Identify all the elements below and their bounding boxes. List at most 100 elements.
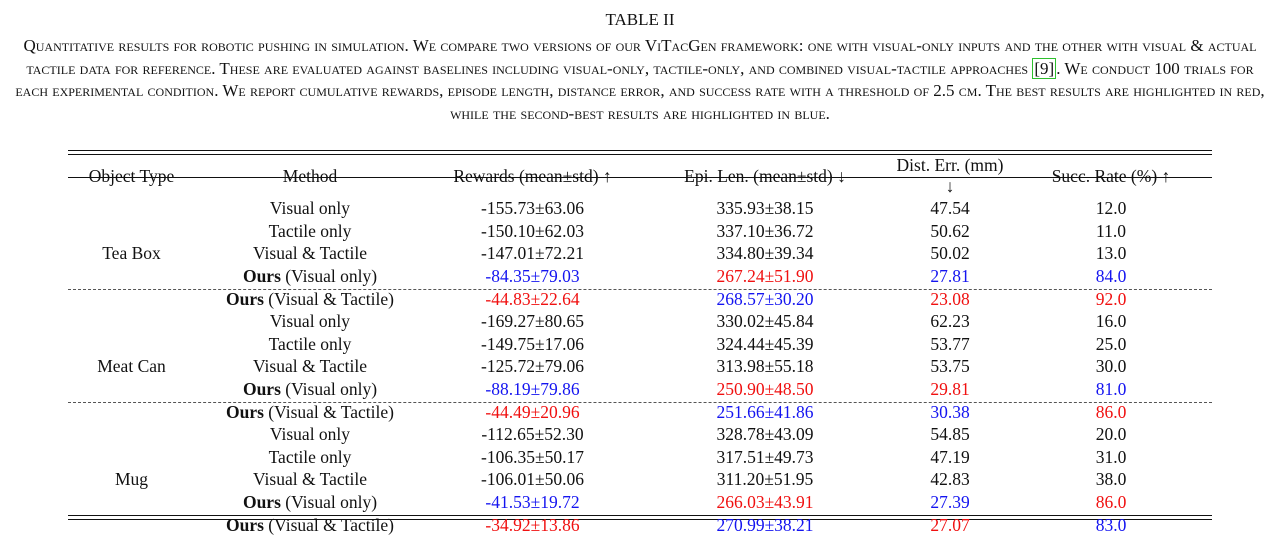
episode-length-cell: 337.10±36.72 [716, 220, 814, 241]
table-body: Tea Box Visual only -155.73±63.06 335.93±38… [68, 197, 1212, 536]
table-row: Ours (Visual only) -84.35±79.03 267.24±51.… [68, 265, 1212, 288]
method-cell: Ours (Visual only) [195, 378, 425, 401]
episode-length-cell: 313.98±55.18 [716, 356, 814, 377]
table-row: Ours (Visual only) -41.53±19.72 266.03±43.… [68, 491, 1212, 514]
top-rule [68, 150, 1212, 155]
rewards-cell: -112.65±52.30 [481, 424, 584, 445]
episode-length-cell: 311.20±51.95 [716, 469, 814, 490]
group-separator [68, 289, 1212, 290]
distance-error-cell: 27.81 [930, 266, 970, 287]
table-row: Ours (Visual & Tactile) -44.49±20.96 251.6… [68, 400, 1212, 423]
episode-length-cell: 267.24±51.90 [716, 266, 814, 287]
rewards-cell: -106.01±50.06 [481, 469, 584, 490]
method-label: Tactile only [268, 220, 352, 241]
method-cell: Tactile only [195, 446, 425, 469]
table-row: Meat Can Visual only -169.27±80.65 330.02±4… [68, 310, 1212, 376]
method-label: Tactile only [268, 333, 352, 354]
distance-error-cell: 29.81 [930, 379, 970, 400]
method-cell: Ours (Visual only) [195, 265, 425, 288]
table-row: Mug Visual only -112.65±52.30 328.78±43.09 5… [68, 423, 1212, 489]
method-label: Visual only [269, 198, 351, 219]
distance-error-cell: 42.83 [930, 469, 970, 490]
method-bold-prefix: Ours [242, 379, 281, 400]
success-rate-cell: 84.0 [1095, 266, 1127, 287]
rewards-cell: -88.19±79.86 [485, 379, 580, 400]
header-distance-error: Dist. Err. (mm) ↓ [896, 155, 1004, 196]
method-label: Visual only [269, 311, 351, 332]
table-row: Visual & Tactile -147.01±72.21 334.80±39.3… [68, 242, 1212, 265]
method-label: Tactile only [268, 446, 352, 467]
success-rate-cell: 38.0 [1095, 469, 1127, 490]
method-label: Visual only [269, 424, 351, 445]
episode-length-cell: 250.90±48.50 [716, 379, 814, 400]
method-cell: Ours (Visual only) [195, 491, 425, 514]
distance-error-cell: 27.07 [930, 514, 970, 535]
method-cell: Visual & Tactile [195, 355, 425, 378]
header-rule [68, 177, 1212, 178]
rewards-cell: -84.35±79.03 [485, 266, 580, 287]
caption-text-end: . We conduct 100 trials for each experim… [15, 58, 1265, 123]
distance-error-cell: 50.62 [930, 220, 970, 241]
method-cell: Visual & Tactile [195, 242, 425, 265]
method-cell: Tactile only [195, 333, 425, 356]
method-label: Visual & Tactile [252, 243, 368, 264]
method-label: (Visual only) [280, 379, 378, 400]
header-episode-length: Epi. Len. (mean±std) ↓ [684, 165, 846, 186]
table-title: TABLE II [605, 10, 675, 29]
table-row: Tactile only -106.35±50.17 317.51±49.73 47.… [68, 446, 1212, 469]
group-separator [68, 402, 1212, 403]
rewards-cell: -169.27±80.65 [481, 311, 584, 332]
results-table: Object Type Method Rewards (mean±std) ↑ … [68, 150, 1212, 536]
distance-error-cell: 47.54 [930, 198, 970, 219]
table-caption: Quantitative results for robotic pushing… [10, 35, 1270, 125]
success-rate-cell: 12.0 [1095, 198, 1127, 219]
success-rate-cell: 83.0 [1095, 514, 1127, 535]
table-row: Visual & Tactile -106.01±50.06 311.20±51.9… [68, 468, 1212, 491]
rewards-cell: -41.53±19.72 [485, 492, 580, 513]
success-rate-cell: 86.0 [1095, 401, 1127, 422]
bottom-rule [68, 515, 1212, 520]
distance-error-cell: 53.75 [930, 356, 970, 377]
rewards-cell: -44.49±20.96 [485, 401, 580, 422]
header-method: Method [282, 165, 338, 186]
episode-length-cell: 251.66±41.86 [716, 401, 814, 422]
method-cell: Visual only [195, 423, 425, 446]
object-type-cell: Mug [114, 469, 149, 490]
table-row: Ours (Visual only) -88.19±79.86 250.90±48.… [68, 378, 1212, 401]
table-row: Tea Box Visual only -155.73±63.06 335.93±38… [68, 197, 1212, 263]
object-type-cell: Meat Can [97, 356, 166, 377]
citation-link[interactable]: [9] [1032, 57, 1057, 79]
header-success-rate: Succ. Rate (%) ↑ [1051, 165, 1171, 186]
caption-text: Quantitative results for robotic pushing… [23, 36, 1257, 78]
rewards-cell: -34.92±13.86 [485, 514, 580, 535]
distance-error-cell: 23.08 [930, 288, 970, 309]
method-label: (Visual & Tactile) [263, 514, 394, 535]
distance-error-cell: 54.85 [930, 424, 970, 445]
header-row: Object Type Method Rewards (mean±std) ↑ … [68, 150, 1212, 197]
distance-error-cell: 53.77 [930, 333, 970, 354]
method-label: Visual & Tactile [252, 469, 368, 490]
object-type-cell: Tea Box [102, 243, 161, 264]
episode-length-cell: 317.51±49.73 [716, 446, 814, 467]
method-label: (Visual & Tactile) [263, 401, 394, 422]
method-cell: Ours (Visual & Tactile) [195, 287, 425, 310]
rewards-cell: -150.10±62.03 [481, 220, 584, 241]
rewards-cell: -44.83±22.64 [485, 288, 580, 309]
distance-error-cell: 27.39 [930, 492, 970, 513]
success-rate-cell: 20.0 [1095, 424, 1127, 445]
table-row: Tactile only -149.75±17.06 324.44±45.39 53.… [68, 333, 1212, 356]
episode-length-cell: 268.57±30.20 [716, 288, 814, 309]
method-bold-prefix: Ours [225, 401, 264, 422]
table-row: Visual & Tactile -125.72±79.06 313.98±55.1… [68, 355, 1212, 378]
success-rate-cell: 25.0 [1095, 333, 1127, 354]
success-rate-cell: 92.0 [1095, 288, 1127, 309]
method-cell: Visual only [195, 310, 425, 333]
success-rate-cell: 81.0 [1095, 379, 1127, 400]
distance-error-cell: 62.23 [930, 311, 970, 332]
rewards-cell: -106.35±50.17 [481, 446, 584, 467]
rewards-cell: -125.72±79.06 [481, 356, 584, 377]
distance-error-cell: 50.02 [930, 243, 970, 264]
success-rate-cell: 30.0 [1095, 356, 1127, 377]
success-rate-cell: 16.0 [1095, 311, 1127, 332]
episode-length-cell: 328.78±43.09 [716, 424, 814, 445]
